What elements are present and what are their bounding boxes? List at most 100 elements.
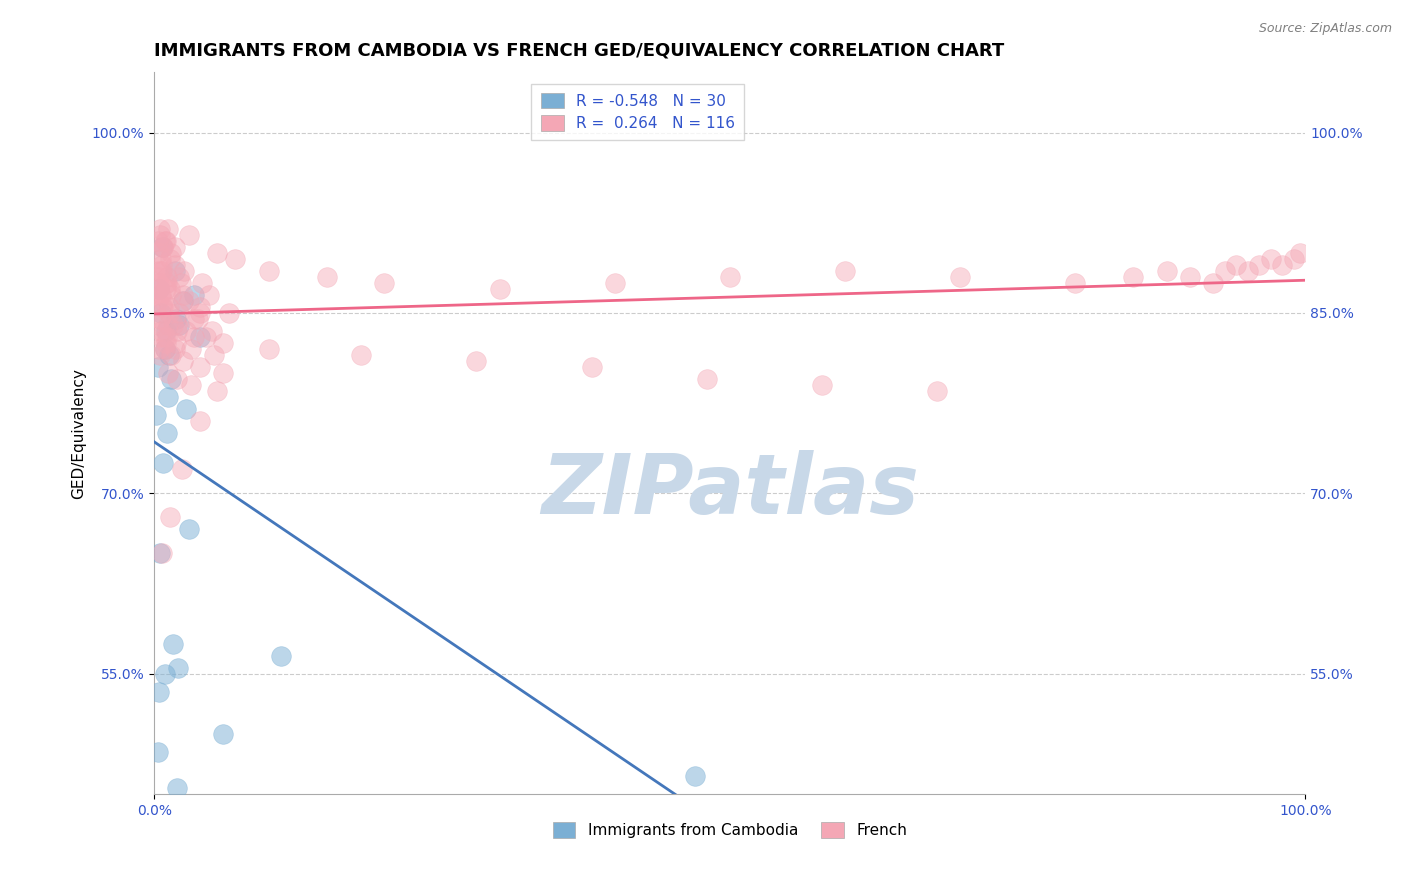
Point [163,342,186,356]
Point [156,318,179,332]
Point [163,240,186,254]
Text: IMMIGRANTS FROM CAMBODIA VS FRENCH GED/EQUIVALENCY CORRELATION CHART: IMMIGRANTS FROM CAMBODIA VS FRENCH GED/E… [155,42,1004,60]
Point [156,366,179,380]
Point [159,510,181,524]
Point [159,252,181,266]
Point [160,372,183,386]
Point [156,426,179,441]
Point [259,342,281,356]
Point [188,330,211,344]
Point [603,276,626,290]
Point [149,221,172,235]
Point [1064,276,1087,290]
Point [148,685,170,699]
Point [155,324,177,338]
Point [146,264,169,278]
Point [198,288,221,302]
Point [212,727,235,741]
Point [150,258,173,272]
Point [150,330,173,344]
Point [207,245,229,260]
Point [212,366,235,380]
Point [373,276,395,290]
Y-axis label: GED/Equivalency: GED/Equivalency [72,368,86,499]
Point [1122,269,1144,284]
Point [180,378,202,392]
Point [156,269,179,284]
Legend: Immigrants from Cambodia, French: Immigrants from Cambodia, French [547,816,912,844]
Point [1271,258,1294,272]
Point [925,384,948,398]
Point [145,408,167,422]
Point [153,330,176,344]
Point [165,336,187,351]
Point [152,456,174,470]
Point [207,384,229,398]
Point [183,330,205,344]
Point [169,269,191,284]
Point [172,354,194,368]
Point [172,288,194,302]
Point [183,312,205,326]
Point [811,378,834,392]
Text: ZIPatlas: ZIPatlas [541,450,918,532]
Point [150,264,173,278]
Point [149,546,172,560]
Point [146,245,169,260]
Point [1282,252,1305,266]
Point [152,293,174,308]
Point [146,234,169,248]
Point [218,306,240,320]
Point [166,372,188,386]
Point [155,282,177,296]
Point [1202,276,1225,290]
Point [188,306,211,320]
Point [173,264,195,278]
Point [156,390,179,404]
Point [155,234,177,248]
Point [176,402,198,417]
Point [315,269,337,284]
Point [1288,245,1310,260]
Point [150,306,173,320]
Point [148,282,170,296]
Point [949,269,972,284]
Point [155,276,177,290]
Point [177,293,200,308]
Point [145,282,167,296]
Point [162,318,184,332]
Point [157,306,180,320]
Point [150,324,173,338]
Point [270,648,292,663]
Point [156,276,179,290]
Point [148,276,170,290]
Point [259,264,281,278]
Point [149,348,172,362]
Point [160,288,183,302]
Point [149,312,172,326]
Point [150,300,173,314]
Point [156,221,179,235]
Point [163,258,186,272]
Point [149,227,172,242]
Point [166,780,188,795]
Point [157,348,180,362]
Point [191,276,214,290]
Point [146,745,169,759]
Point [180,342,202,356]
Point [170,462,193,476]
Point [1156,264,1178,278]
Point [167,661,190,675]
Point [145,288,167,302]
Point [1180,269,1202,284]
Point [155,336,177,351]
Point [212,336,235,351]
Point [152,240,174,254]
Point [153,342,176,356]
Point [696,372,718,386]
Point [224,252,246,266]
Point [350,348,373,362]
Point [150,240,173,254]
Point [146,318,169,332]
Point [202,348,225,362]
